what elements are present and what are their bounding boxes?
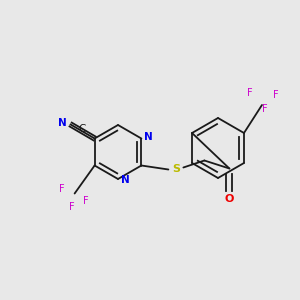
Text: F: F [69, 202, 74, 212]
Text: F: F [273, 90, 279, 100]
Text: F: F [262, 104, 268, 114]
Text: S: S [172, 164, 180, 175]
Text: N: N [144, 133, 153, 142]
Text: N: N [121, 175, 130, 185]
Text: F: F [83, 196, 88, 206]
Text: F: F [247, 88, 253, 98]
Text: F: F [59, 184, 64, 194]
Text: O: O [225, 194, 234, 203]
Text: N: N [58, 118, 67, 128]
Text: C: C [78, 124, 85, 134]
